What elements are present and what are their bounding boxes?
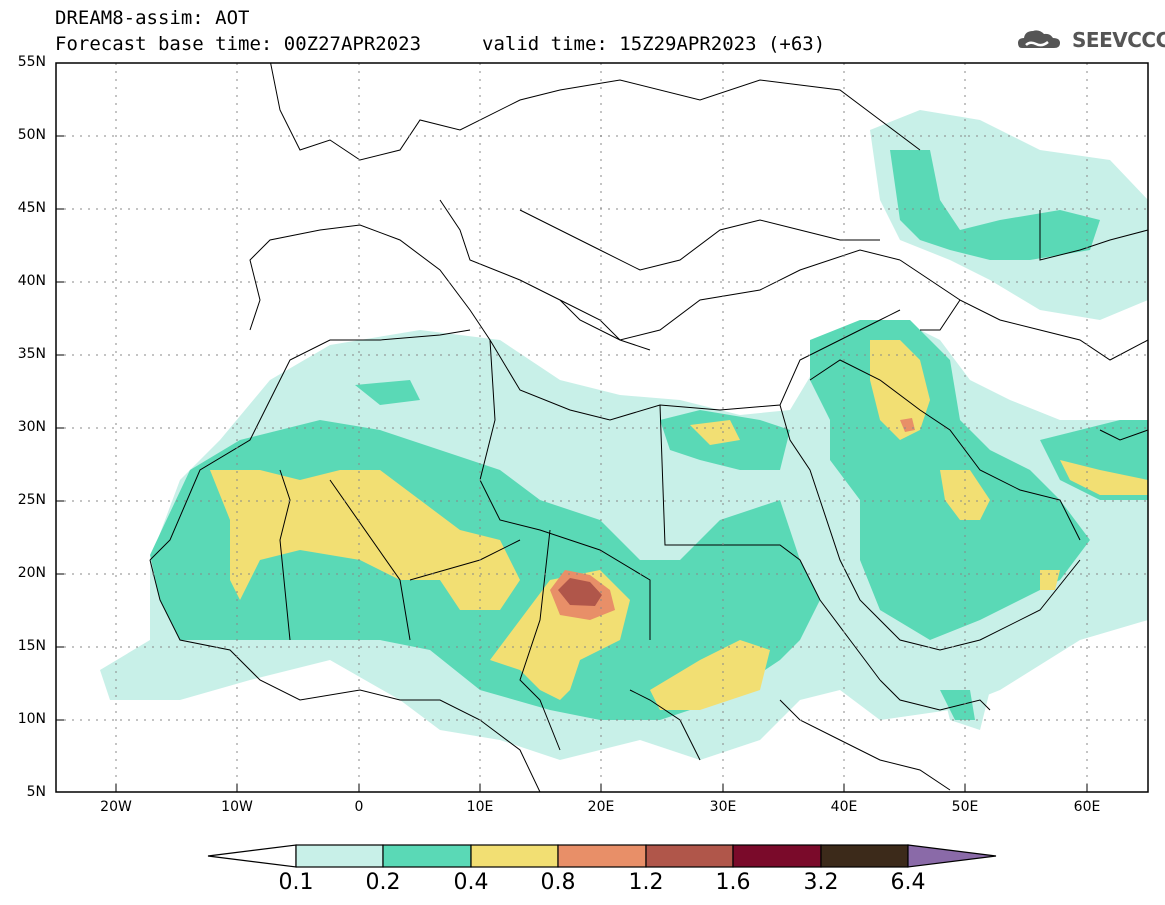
lon-label: 20W <box>100 799 132 815</box>
lat-label: 30N <box>17 419 46 435</box>
valid-time: valid time: 15Z29APR2023 (+63) <box>482 33 826 55</box>
lat-label: 10N <box>17 711 46 727</box>
forecast-base-time: Forecast base time: 00Z27APR2023 <box>55 33 422 55</box>
cloud-icon <box>1018 30 1060 48</box>
grid-lines <box>56 63 1148 792</box>
lat-label: 50N <box>17 127 46 143</box>
colorbar-label: 0.4 <box>453 870 489 895</box>
lon-label: 10W <box>221 799 253 815</box>
lat-label: 55N <box>17 54 46 70</box>
lon-label: 30E <box>709 799 737 815</box>
lon-label: 60E <box>1073 799 1101 815</box>
lat-label: 45N <box>17 200 46 216</box>
axis-ticks <box>56 62 1088 792</box>
lon-label: 10E <box>466 799 494 815</box>
seevccc-logo: SEEVCCC <box>1072 28 1165 52</box>
lon-label: 20E <box>587 799 615 815</box>
lat-label: 40N <box>17 273 46 289</box>
country-borders <box>149 63 1148 792</box>
lat-label: 15N <box>17 638 46 654</box>
colorbar-label: 6.4 <box>890 870 926 895</box>
colorbar-label: 3.2 <box>803 870 839 895</box>
colorbar-label: 1.2 <box>628 870 664 895</box>
colorbar-label: 1.6 <box>715 870 751 895</box>
lat-label: 35N <box>17 346 46 362</box>
colorbar-label: 0.2 <box>365 870 401 895</box>
colorbar-label: 0.1 <box>278 870 314 895</box>
lat-label: 5N <box>26 784 46 800</box>
aot-band-1.2 <box>558 578 602 606</box>
lat-label: 25N <box>17 492 46 508</box>
lon-label: 50E <box>951 799 979 815</box>
lon-label: 40E <box>830 799 858 815</box>
lon-label: 0 <box>354 799 364 815</box>
lat-label: 20N <box>17 565 46 581</box>
colorbar-label: 0.8 <box>540 870 576 895</box>
map-title: DREAM8-assim: AOT <box>55 7 250 29</box>
